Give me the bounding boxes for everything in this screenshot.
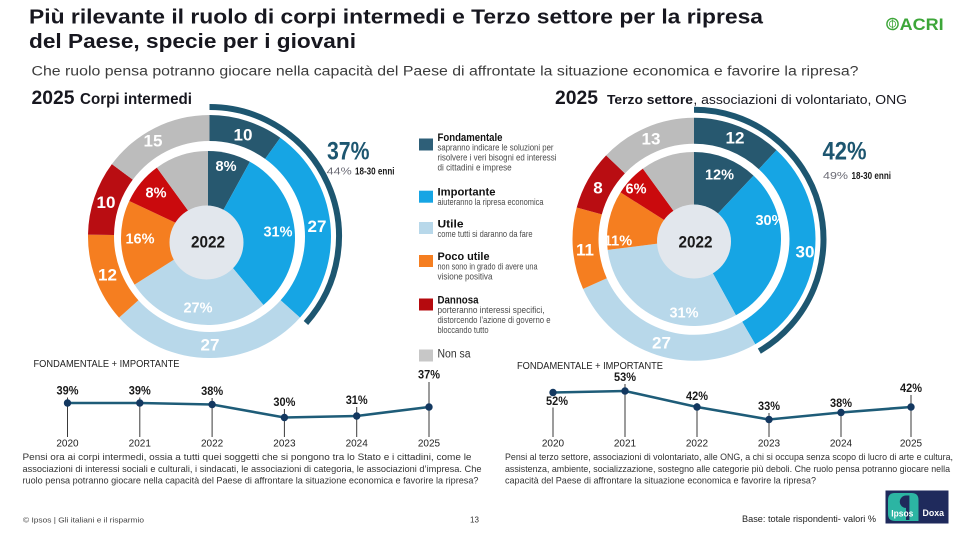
svg-text:© Ipsos | Gli italiani e il ri: © Ipsos | Gli italiani e il risparmio: [23, 516, 144, 525]
svg-text:aiuteranno la ripresa economic: aiuteranno la ripresa economica: [438, 197, 544, 207]
svg-text:2022: 2022: [191, 233, 225, 252]
svg-text:2023: 2023: [758, 439, 781, 450]
svg-text:12: 12: [98, 266, 117, 285]
svg-text:27: 27: [652, 334, 671, 353]
svg-text:30: 30: [796, 243, 815, 262]
svg-text:Non sa: Non sa: [438, 349, 472, 361]
svg-text:31%: 31%: [346, 393, 368, 407]
svg-text:Dannosa: Dannosa: [438, 295, 480, 307]
svg-text:associazioni di interessi soci: associazioni di interessi sociali e cult…: [23, 464, 482, 474]
svg-text:39%: 39%: [57, 384, 79, 398]
svg-text:27%: 27%: [183, 301, 212, 317]
svg-text:37%: 37%: [327, 138, 370, 166]
svg-text:del Paese, specie per i giovan: del Paese, specie per i giovani: [29, 31, 356, 53]
svg-text:2025: 2025: [418, 439, 441, 450]
svg-text:16%: 16%: [125, 232, 154, 248]
svg-text:capacità del Paese di affronta: capacità del Paese di affrontare la situ…: [505, 476, 816, 486]
svg-text:18-30 enni: 18-30 enni: [852, 170, 892, 182]
svg-text:52%: 52%: [546, 394, 568, 408]
svg-text:37%: 37%: [418, 368, 440, 382]
svg-text:8%: 8%: [146, 186, 167, 202]
svg-text:FONDAMENTALE + IMPORTANTE: FONDAMENTALE + IMPORTANTE: [34, 358, 180, 370]
svg-text:visione positiva: visione positiva: [438, 271, 493, 281]
svg-text:6%: 6%: [626, 182, 647, 198]
svg-text:31%: 31%: [263, 225, 292, 241]
svg-text:ruolo pensa potranno giocare n: ruolo pensa potranno giocare nella capac…: [23, 476, 479, 486]
svg-text:non sono in grado di avere una: non sono in grado di avere una: [438, 261, 538, 271]
svg-text:12%: 12%: [705, 168, 734, 184]
svg-text:2022: 2022: [686, 439, 709, 450]
svg-text:2025: 2025: [900, 439, 923, 450]
svg-text:33%: 33%: [758, 399, 780, 413]
svg-text:Fondamentale: Fondamentale: [438, 132, 503, 144]
svg-text:Pensi ora ai corpi intermedi,: Pensi ora ai corpi intermedi, ossia a tu…: [23, 452, 472, 462]
svg-text:2021: 2021: [129, 439, 152, 450]
svg-text:Doxa: Doxa: [923, 508, 945, 519]
svg-text:10: 10: [97, 193, 116, 212]
svg-text:44%: 44%: [327, 166, 352, 178]
svg-text:Poco utile: Poco utile: [438, 251, 490, 263]
svg-text:Terzo settore: Terzo settore: [607, 92, 693, 107]
svg-text:, associazioni di volontariato: , associazioni di volontariato, ONG: [693, 92, 907, 107]
svg-text:38%: 38%: [830, 396, 852, 410]
svg-text:2022: 2022: [679, 233, 713, 252]
svg-text:Pensi al terzo settore, associ: Pensi al terzo settore, associazioni di …: [505, 452, 953, 462]
svg-text:2020: 2020: [56, 439, 79, 450]
svg-text:2021: 2021: [614, 439, 637, 450]
svg-text:2024: 2024: [346, 439, 369, 450]
svg-text:11%: 11%: [604, 234, 632, 250]
svg-text:2025: 2025: [32, 88, 75, 109]
svg-text:10: 10: [234, 126, 253, 145]
svg-text:15: 15: [144, 132, 163, 151]
svg-text:2022: 2022: [201, 439, 224, 450]
svg-text:30%: 30%: [755, 213, 784, 229]
svg-text:8: 8: [593, 179, 602, 198]
svg-text:13: 13: [642, 130, 661, 149]
svg-text:11: 11: [576, 241, 594, 260]
svg-text:distorcendo l’azione di govern: distorcendo l’azione di governo e: [438, 315, 551, 325]
svg-text:8%: 8%: [216, 159, 237, 175]
svg-text:come tutti si daranno da fare: come tutti si daranno da fare: [438, 229, 533, 239]
svg-text:39%: 39%: [129, 384, 151, 398]
svg-text:30%: 30%: [273, 395, 295, 409]
svg-text:Corpi intermedi: Corpi intermedi: [80, 91, 192, 108]
svg-text:Più rilevante il ruolo di corp: Più rilevante il ruolo di corpi intermed…: [29, 7, 764, 29]
svg-text:13: 13: [470, 516, 479, 525]
svg-text:18-30 enni: 18-30 enni: [355, 166, 395, 178]
svg-text:Base: totale rispondenti- valo: Base: totale rispondenti- valori %: [742, 514, 876, 524]
svg-text:assistenza, ambiente, socializ: assistenza, ambiente, socializzazione, s…: [505, 464, 951, 474]
svg-text:42%: 42%: [823, 138, 867, 166]
svg-text:sapranno indicare le soluzioni: sapranno indicare le soluzioni per: [438, 142, 554, 152]
svg-text:38%: 38%: [201, 384, 223, 398]
svg-text:2024: 2024: [830, 439, 853, 450]
svg-text:2020: 2020: [542, 439, 565, 450]
svg-text:31%: 31%: [669, 306, 698, 322]
svg-text:FONDAMENTALE + IMPORTANTE: FONDAMENTALE + IMPORTANTE: [517, 360, 663, 372]
svg-text:ACRI: ACRI: [900, 15, 944, 34]
svg-text:Utile: Utile: [438, 219, 464, 231]
svg-text:42%: 42%: [900, 381, 922, 395]
svg-text:12: 12: [726, 129, 745, 148]
svg-text:42%: 42%: [686, 389, 708, 403]
svg-text:2025: 2025: [555, 88, 598, 109]
svg-text:Che ruolo pensa potranno gioca: Che ruolo pensa potranno giocare nella c…: [32, 64, 859, 79]
svg-text:bloccando tutto: bloccando tutto: [438, 325, 489, 335]
svg-text:49%: 49%: [823, 170, 848, 182]
svg-text:Importante: Importante: [438, 187, 496, 199]
svg-text:porteranno interessi specifici: porteranno interessi specifici,: [438, 305, 545, 315]
svg-text:di cittadini e imprese: di cittadini e imprese: [438, 162, 512, 172]
svg-text:Ipsos: Ipsos: [891, 509, 913, 520]
svg-text:27: 27: [201, 336, 220, 355]
svg-text:53%: 53%: [614, 370, 636, 384]
svg-text:risolvere i veri bisogni ed in: risolvere i veri bisogni ed interessi: [438, 152, 557, 162]
svg-text:27: 27: [308, 217, 327, 236]
svg-text:2023: 2023: [273, 439, 296, 450]
